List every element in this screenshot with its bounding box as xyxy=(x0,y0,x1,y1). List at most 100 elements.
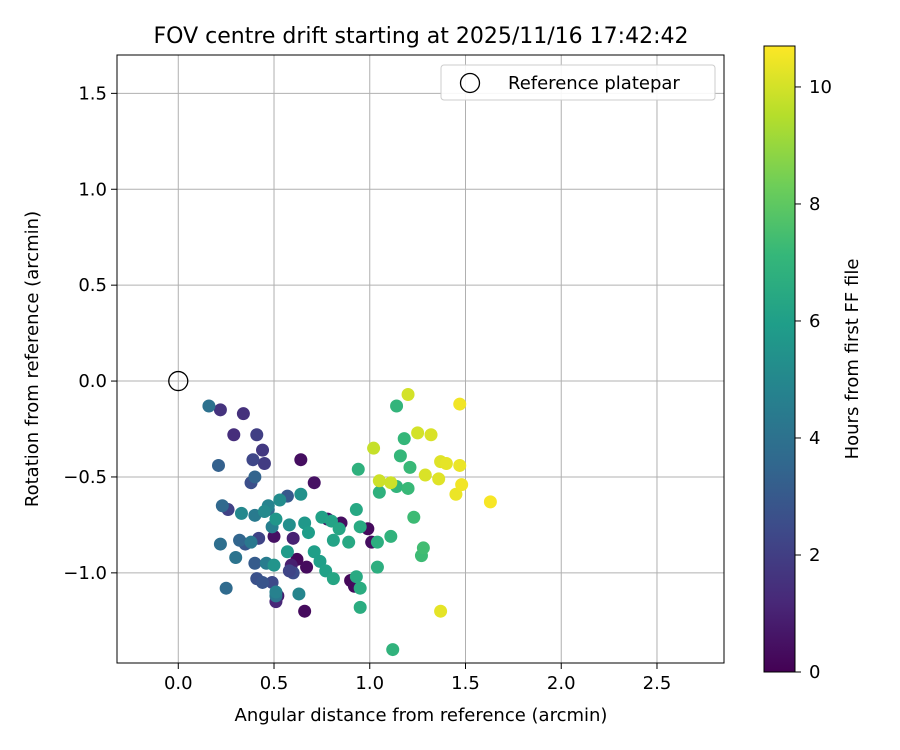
scatter-point xyxy=(236,407,250,421)
legend-marker-icon xyxy=(459,72,481,94)
x-tick-label: 0.5 xyxy=(260,673,289,694)
scatter-point xyxy=(234,506,248,520)
scatter-point xyxy=(349,503,363,517)
y-tick-label: 0.0 xyxy=(78,371,107,392)
scatter-point xyxy=(432,472,446,486)
scatter-point xyxy=(393,449,407,463)
scatter-point xyxy=(418,468,432,482)
y-tick-label: −0.5 xyxy=(63,467,107,488)
scatter-point xyxy=(292,587,306,601)
chart-title: FOV centre drift starting at 2025/11/16 … xyxy=(154,24,689,49)
scatter-point xyxy=(300,560,314,574)
scatter-point xyxy=(313,554,327,568)
y-tick-label: −1.0 xyxy=(63,563,107,584)
scatter-point xyxy=(202,399,216,413)
colorbar-tick-label: 6 xyxy=(809,311,820,332)
scatter-points xyxy=(202,387,497,657)
x-tick-label: 1.5 xyxy=(451,673,480,694)
scatter-point xyxy=(353,520,367,534)
scatter-point xyxy=(332,522,346,536)
scatter-point xyxy=(434,604,448,618)
scatter-point xyxy=(280,545,294,559)
scatter-point xyxy=(307,545,321,559)
scatter-point xyxy=(294,453,308,467)
x-tick-label: 0.0 xyxy=(164,673,193,694)
colorbar-tick-label: 8 xyxy=(809,194,820,215)
grid xyxy=(117,55,724,663)
legend-box xyxy=(440,64,716,101)
scatter-point xyxy=(453,458,467,472)
scatter-point xyxy=(229,551,243,565)
scatter-point xyxy=(256,575,270,589)
y-tick-label: 1.5 xyxy=(78,83,107,104)
scatter-point xyxy=(349,570,363,584)
x-tick-label: 1.0 xyxy=(355,673,384,694)
colorbar-tick-label: 10 xyxy=(809,77,832,98)
colorbar-label: Hours from first FF file xyxy=(842,259,863,460)
scatter-point xyxy=(384,476,398,490)
scatter-point xyxy=(213,403,227,417)
scatter-point xyxy=(483,495,497,509)
scatter-point xyxy=(384,529,398,543)
legend: Reference platepar xyxy=(440,64,716,101)
scatter-point xyxy=(282,564,296,578)
scatter-point xyxy=(455,478,469,492)
scatter-point xyxy=(453,397,467,411)
scatter-point xyxy=(301,526,315,540)
scatter-point xyxy=(213,537,227,551)
y-tick-label: 0.5 xyxy=(78,275,107,296)
scatter-point xyxy=(227,428,241,442)
scatter-point xyxy=(256,443,270,457)
scatter-point xyxy=(233,533,247,547)
colorbar xyxy=(763,45,796,673)
scatter-point xyxy=(269,512,283,526)
scatter-point xyxy=(342,535,356,549)
y-tick-label: 1.0 xyxy=(78,179,107,200)
x-tick-label: 2.0 xyxy=(547,673,576,694)
axis-ticks: 0.0 0.5 1.0 1.5 2.0 2.5 1.5 1.0 0.5 0.0 −0.5 −1.0 xyxy=(63,83,671,694)
scatter-point xyxy=(248,556,262,570)
scatter-point xyxy=(307,476,321,490)
scatter-point xyxy=(372,485,386,499)
colorbar-tick-label: 4 xyxy=(809,428,820,449)
scatter-point xyxy=(269,585,283,599)
x-tick-label: 2.5 xyxy=(643,673,672,694)
scatter-point xyxy=(286,531,300,545)
scatter-point xyxy=(351,462,365,476)
reference-marker xyxy=(168,370,189,392)
scatter-point xyxy=(403,460,417,474)
scatter-point xyxy=(273,493,287,507)
scatter-point xyxy=(353,600,367,614)
scatter-point xyxy=(219,581,233,595)
scatter-point xyxy=(248,470,262,484)
scatter-point xyxy=(386,643,400,657)
y-axis-label: Rotation from reference (arcmin) xyxy=(22,211,43,507)
scatter-point xyxy=(416,541,430,555)
scatter-point xyxy=(215,499,229,513)
scatter-point xyxy=(407,510,421,524)
scatter-point xyxy=(257,457,271,471)
scatter-point xyxy=(298,604,312,618)
x-axis-label: Angular distance from reference (arcmin) xyxy=(235,705,608,726)
scatter-point xyxy=(411,426,425,440)
scatter-point xyxy=(401,481,415,495)
scatter-point xyxy=(401,387,415,401)
scatter-point xyxy=(250,428,264,442)
scatter-point xyxy=(294,487,308,501)
scatter-point xyxy=(267,558,281,572)
colorbar-tick-label: 2 xyxy=(809,545,820,566)
scatter-point xyxy=(246,453,260,467)
scatter-point xyxy=(282,518,296,532)
scatter-point xyxy=(370,535,384,549)
scatter-point xyxy=(244,535,258,549)
colorbar-tick-label: 0 xyxy=(809,662,820,683)
scatter-point xyxy=(370,560,384,574)
scatter-point xyxy=(397,432,411,446)
plot-area-frame xyxy=(116,54,725,664)
scatter-point xyxy=(439,457,453,471)
legend-label: Reference platepar xyxy=(508,73,680,94)
scatter-point xyxy=(353,581,367,595)
scatter-point xyxy=(372,474,386,488)
scatter-point xyxy=(326,533,340,547)
